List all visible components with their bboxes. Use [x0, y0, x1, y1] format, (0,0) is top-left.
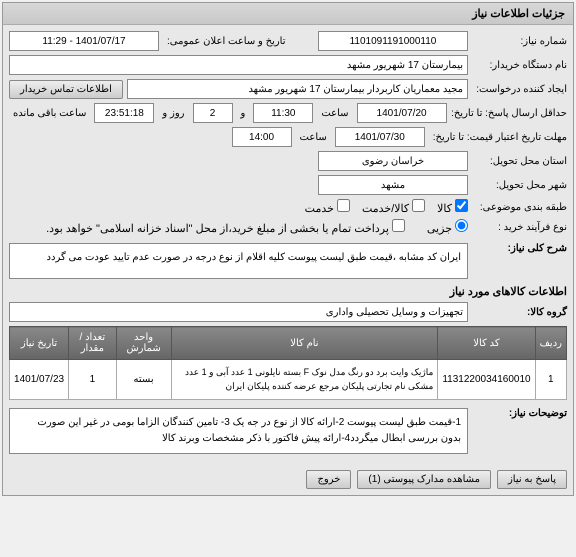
panel-title: جزئیات اطلاعات نیاز [3, 3, 573, 25]
cat-goods-checkbox[interactable] [455, 199, 468, 212]
cell-qty: 1 [69, 360, 117, 400]
goods-section-title: اطلاعات کالاهای مورد نیاز [9, 285, 567, 298]
reply-button[interactable]: پاسخ به نیاز [497, 470, 567, 489]
cell-name: ماژیک وایت برد دو رنگ مدل نوک F بسته نای… [171, 360, 438, 400]
th-code: کد کالا [438, 327, 535, 360]
province-field[interactable] [318, 151, 468, 171]
days-field[interactable] [193, 103, 233, 123]
validity-time-field[interactable] [232, 127, 292, 147]
validity-label: مهلت تاریخ اعتبار قیمت: تا تاریخ: [429, 132, 567, 143]
deadline-date-field[interactable] [357, 103, 447, 123]
proc-middle-checkbox[interactable] [392, 219, 405, 232]
th-qty: تعداد / مقدار [69, 327, 117, 360]
process-label: نوع فرآیند خرید : [472, 222, 567, 233]
proc-partial-option[interactable]: جزیی [427, 219, 468, 235]
city-field[interactable] [318, 175, 468, 195]
group-label: گروه کالا: [472, 307, 567, 318]
category-group: کالا کالا/خدمت خدمت [305, 199, 468, 215]
desc-title: شرح کلی نیاز: [472, 243, 567, 254]
category-label: طبقه بندی موضوعی: [472, 202, 567, 213]
proc-partial-radio[interactable] [455, 219, 468, 232]
footer-buttons: پاسخ به نیاز مشاهده مدارک پیوستی (1) خرو… [3, 464, 573, 495]
remaining-field[interactable] [94, 103, 154, 123]
days-prefix: و [237, 108, 250, 119]
notes-box: 1-قیمت طبق لیست پیوست 2-ارائه کالا از نو… [9, 408, 468, 454]
city-label: شهر محل تحویل: [472, 180, 567, 191]
th-row: ردیف [535, 327, 566, 360]
cell-row: 1 [535, 360, 566, 400]
remaining-suffix: ساعت باقی مانده [9, 108, 90, 119]
announce-field[interactable] [9, 31, 159, 51]
cell-unit: بسته [116, 360, 171, 400]
th-name: نام کالا [171, 327, 438, 360]
group-field[interactable] [9, 302, 468, 322]
main-panel: جزئیات اطلاعات نیاز شماره نیاز: تاریخ و … [2, 2, 574, 496]
table-row[interactable]: 1 1131220034160010 ماژیک وایت برد دو رنگ… [10, 360, 567, 400]
attachments-button[interactable]: مشاهده مدارک پیوستی (1) [357, 470, 491, 489]
province-label: استان محل تحویل: [472, 156, 567, 167]
cat-service2-checkbox[interactable] [337, 199, 350, 212]
deadline-label: حداقل ارسال پاسخ: تا تاریخ: [451, 108, 567, 119]
buyer-field[interactable] [9, 55, 468, 75]
proc-middle-option[interactable]: پرداخت تمام یا بخشی از مبلغ خرید،از محل … [46, 219, 405, 235]
cat-service-checkbox[interactable] [412, 199, 425, 212]
desc-box: ایران کد مشابه ،قیمت طبق لیست پیوست کلیه… [9, 243, 468, 279]
buyer-label: نام دستگاه خریدار: [472, 60, 567, 71]
announce-label: تاریخ و ساعت اعلان عمومی: [163, 36, 290, 47]
days-suffix: روز و [158, 108, 188, 119]
th-date: تاریخ نیاز [10, 327, 69, 360]
th-unit: واحد شمارش [116, 327, 171, 360]
panel-body: شماره نیاز: تاریخ و ساعت اعلان عمومی: نا… [3, 25, 573, 464]
table-header-row: ردیف کد کالا نام کالا واحد شمارش تعداد /… [10, 327, 567, 360]
notes-label: توضیحات نیاز: [472, 408, 567, 419]
need-number-label: شماره نیاز: [472, 36, 567, 47]
cell-code: 1131220034160010 [438, 360, 535, 400]
cat-service2-option[interactable]: خدمت [305, 199, 350, 215]
cell-date: 1401/07/23 [10, 360, 69, 400]
requester-field[interactable] [127, 79, 468, 99]
contact-button[interactable]: اطلاعات تماس خریدار [9, 80, 123, 99]
deadline-time-field[interactable] [253, 103, 313, 123]
validity-time-label: ساعت [296, 132, 331, 143]
goods-table: ردیف کد کالا نام کالا واحد شمارش تعداد /… [9, 326, 567, 400]
validity-date-field[interactable] [335, 127, 425, 147]
need-number-field[interactable] [318, 31, 468, 51]
deadline-time-label: ساعت [317, 108, 352, 119]
requester-label: ایجاد کننده درخواست: [472, 84, 567, 95]
exit-button[interactable]: خروج [306, 470, 351, 489]
cat-service-option[interactable]: کالا/خدمت [362, 199, 425, 215]
cat-goods-option[interactable]: کالا [437, 199, 468, 215]
